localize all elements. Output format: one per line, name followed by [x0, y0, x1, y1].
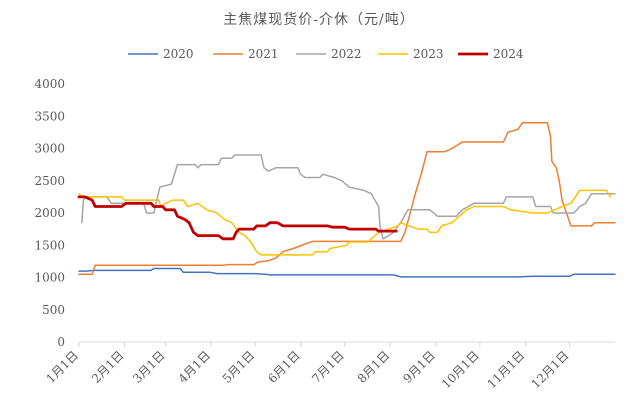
series-line-2023: [78, 189, 612, 256]
x-tick-label: 4月1日: [176, 348, 214, 386]
legend-label-2023: 2023: [413, 47, 444, 61]
y-axis-ticks: 0 500 1000 1500 2000 2500 3000 3500 4000: [34, 77, 65, 349]
y-tick-label: 0: [57, 335, 65, 349]
x-tick-label: 5月1日: [220, 348, 258, 386]
x-tick-label: 8月1日: [355, 348, 393, 386]
legend-label-2021: 2021: [248, 47, 279, 61]
x-tick-label: 12月1日: [529, 348, 572, 391]
y-tick-label: 1000: [34, 271, 65, 285]
x-tick-label: 6月1日: [265, 348, 303, 386]
x-tick-label: 11月1日: [484, 348, 527, 391]
legend-label-2020: 2020: [163, 47, 194, 61]
x-axis-ticks: 1月1日 2月1日 3月1日 4月1日 5月1日 6月1日 7月1日 8月1日 9月1日 10月1…: [43, 342, 572, 391]
y-tick-label: 4000: [34, 77, 65, 91]
chart-title: 主焦煤现货价-介休（元/吨）: [223, 11, 414, 28]
series-layer: [77, 121, 616, 278]
y-tick-label: 2000: [34, 206, 65, 220]
x-tick-label: 2月1日: [89, 348, 127, 386]
series-line-2020: [78, 267, 616, 278]
x-tick-label: 7月1日: [309, 348, 347, 386]
legend-label-2022: 2022: [331, 47, 362, 61]
y-tick-label: 3000: [34, 142, 65, 156]
series-line-2022: [81, 154, 616, 240]
y-tick-label: 500: [42, 303, 65, 317]
y-tick-label: 3500: [34, 109, 65, 123]
y-tick-label: 2500: [34, 174, 65, 188]
x-tick-label: 3月1日: [130, 348, 168, 386]
legend: 2020 2021 2022 2023 2024: [128, 47, 524, 61]
series-line-2021: [78, 121, 616, 276]
legend-label-2024: 2024: [493, 47, 524, 61]
x-tick-label: 9月1日: [400, 348, 438, 386]
y-tick-label: 1500: [34, 238, 65, 252]
x-tick-label: 10月1日: [439, 348, 482, 391]
series-line-2024: [77, 195, 398, 241]
x-tick-label: 1月1日: [43, 348, 81, 386]
